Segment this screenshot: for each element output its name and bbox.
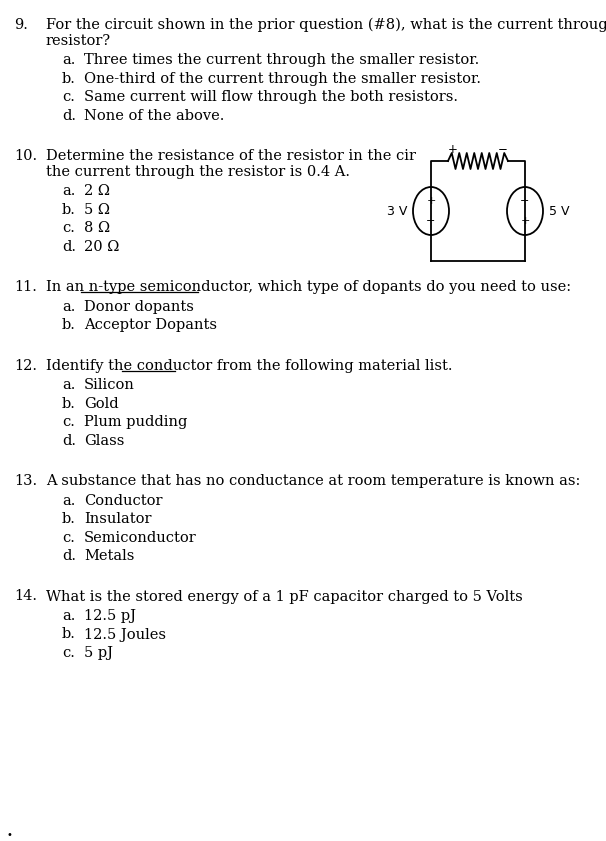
Text: 14.: 14. [14, 590, 37, 604]
Text: 13.: 13. [14, 474, 37, 488]
Text: b.: b. [62, 318, 76, 332]
Text: b.: b. [62, 627, 76, 642]
Text: One-third of the current through the smaller resistor.: One-third of the current through the sma… [84, 71, 481, 86]
Text: b.: b. [62, 71, 76, 86]
Text: Insulator: Insulator [84, 512, 152, 526]
Text: 8 Ω: 8 Ω [84, 221, 110, 235]
Text: Metals: Metals [84, 549, 135, 563]
Text: b.: b. [62, 203, 76, 216]
Text: c.: c. [62, 90, 75, 104]
Text: a.: a. [62, 609, 75, 623]
Text: Donor dopants: Donor dopants [84, 299, 194, 314]
Text: d.: d. [62, 108, 76, 123]
Text: 2 Ω: 2 Ω [84, 184, 110, 198]
Text: 5 V: 5 V [549, 204, 570, 218]
Text: Same current will flow through the both resistors.: Same current will flow through the both … [84, 90, 458, 104]
Text: Three times the current through the smaller resistor.: Three times the current through the smal… [84, 53, 479, 67]
Text: the current through the resistor is 0.4 A.: the current through the resistor is 0.4 … [46, 165, 350, 178]
Text: 20 Ω: 20 Ω [84, 240, 119, 253]
Text: None of the above.: None of the above. [84, 108, 224, 123]
Text: resistor?: resistor? [46, 34, 111, 47]
Text: a.: a. [62, 378, 75, 392]
Text: d.: d. [62, 549, 76, 563]
Text: Silicon: Silicon [84, 378, 135, 392]
Text: −: − [521, 196, 530, 206]
Text: •: • [6, 830, 12, 840]
Text: 5 Ω: 5 Ω [84, 203, 110, 216]
Text: −: − [426, 216, 436, 226]
Text: c.: c. [62, 531, 75, 544]
Text: c.: c. [62, 646, 75, 660]
Text: 5 pJ: 5 pJ [84, 646, 113, 660]
Text: Gold: Gold [84, 396, 119, 410]
Text: c.: c. [62, 415, 75, 429]
Text: a.: a. [62, 494, 75, 507]
Text: a.: a. [62, 184, 75, 198]
Text: Acceptor Dopants: Acceptor Dopants [84, 318, 217, 332]
Text: +: + [521, 216, 530, 226]
Text: d.: d. [62, 240, 76, 253]
Text: a.: a. [62, 53, 75, 67]
Text: b.: b. [62, 512, 76, 526]
Text: What is the stored energy of a 1 pF capacitor charged to 5 Volts: What is the stored energy of a 1 pF capa… [46, 590, 523, 604]
Text: 12.: 12. [14, 358, 37, 373]
Text: −: − [498, 142, 508, 156]
Text: +: + [448, 142, 458, 156]
Text: c.: c. [62, 221, 75, 235]
Text: +: + [426, 196, 436, 206]
Text: Plum pudding: Plum pudding [84, 415, 187, 429]
Text: Conductor: Conductor [84, 494, 162, 507]
Text: d.: d. [62, 433, 76, 447]
Text: In an n-type semiconductor, which type of dopants do you need to use:: In an n-type semiconductor, which type o… [46, 280, 571, 294]
Text: Determine the resistance of the resistor in the cir: Determine the resistance of the resistor… [46, 149, 416, 163]
Text: 11.: 11. [14, 280, 37, 294]
Text: For the circuit shown in the prior question (#8), what is the current through th: For the circuit shown in the prior quest… [46, 18, 606, 33]
Text: Glass: Glass [84, 433, 124, 447]
Text: 10.: 10. [14, 149, 37, 163]
Text: 12.5 Joules: 12.5 Joules [84, 627, 166, 642]
Text: A substance that has no conductance at room temperature is known as:: A substance that has no conductance at r… [46, 474, 581, 488]
Text: Identify the conductor from the following material list.: Identify the conductor from the followin… [46, 358, 453, 373]
Text: 9.: 9. [14, 18, 28, 32]
Text: Semiconductor: Semiconductor [84, 531, 197, 544]
Text: b.: b. [62, 396, 76, 410]
Text: a.: a. [62, 299, 75, 314]
Text: 12.5 pJ: 12.5 pJ [84, 609, 136, 623]
Text: 3 V: 3 V [387, 204, 407, 218]
